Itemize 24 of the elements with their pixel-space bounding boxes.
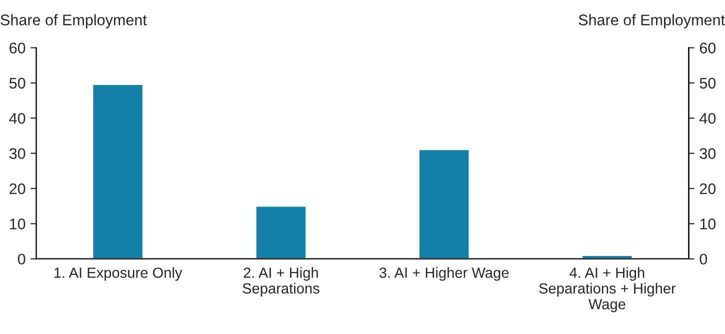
x-tick-label: 3. AI + Higher Wage bbox=[379, 267, 509, 281]
x-tick-label: 1. AI Exposure Only bbox=[54, 267, 182, 281]
y2-tick-label: 20 bbox=[700, 183, 716, 194]
bar bbox=[254, 205, 307, 259]
y2-tick-label: 50 bbox=[700, 78, 716, 89]
y-axis-title: Share of Employment bbox=[0, 14, 147, 28]
x-tick-label: 2. AI + High Separations bbox=[242, 267, 320, 296]
y2-tick-label: 0 bbox=[700, 254, 708, 265]
y-tick-label: 0 bbox=[18, 254, 26, 265]
y2-tick-label: 60 bbox=[700, 42, 716, 54]
bar bbox=[581, 254, 634, 259]
y-tick-label: 60 bbox=[10, 42, 26, 54]
y2-tick-label: 40 bbox=[700, 112, 716, 124]
y-tick-label: 30 bbox=[9, 148, 26, 159]
y2-tick-label: 30 bbox=[700, 148, 716, 159]
x-tick-label: 4. AI + High Separations + Higher Wage bbox=[539, 267, 676, 312]
y-tick-label: 40 bbox=[9, 112, 26, 124]
y2-axis-title: Share of Employment bbox=[578, 14, 725, 28]
y-tick-label: 50 bbox=[9, 78, 26, 89]
bar bbox=[92, 84, 144, 259]
y-tick-label: 20 bbox=[10, 183, 26, 194]
y-tick-label: 10 bbox=[10, 218, 26, 230]
y2-tick-label: 10 bbox=[700, 218, 716, 230]
bar bbox=[418, 148, 470, 259]
